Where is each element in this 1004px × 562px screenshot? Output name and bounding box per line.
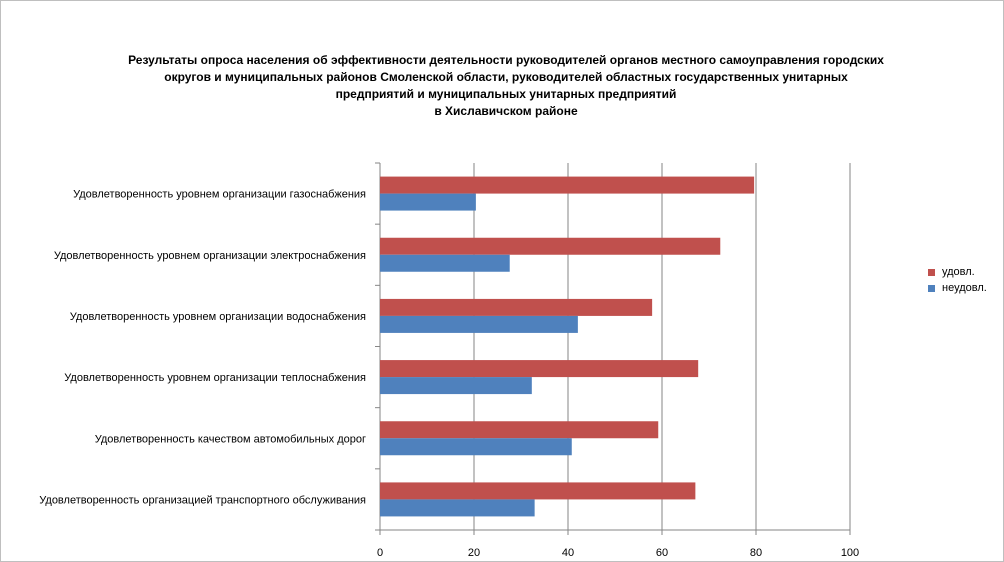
bar-neudovl-4 bbox=[380, 377, 532, 395]
x-tick-label-0: 0 bbox=[377, 547, 383, 559]
category-label-2: Удовлетворенность уровнем организации эл… bbox=[54, 250, 366, 262]
x-tick-label-80: 80 bbox=[750, 547, 762, 559]
category-label-5: Удовлетворенность качеством автомобильны… bbox=[95, 433, 366, 445]
legend: удовл. неудовл. bbox=[928, 264, 987, 296]
bar-udovl-5 bbox=[380, 421, 659, 439]
chart-title-line-1: Результаты опроса населения об эффективн… bbox=[128, 53, 884, 67]
category-label-4: Удовлетворенность уровнем организации те… bbox=[64, 372, 366, 384]
bar-udovl-3 bbox=[380, 298, 653, 316]
x-tick-label-20: 20 bbox=[468, 547, 480, 559]
chart-title-line-4: в Хиславичском районе bbox=[434, 104, 578, 118]
legend-label-2: неудовл. bbox=[942, 282, 987, 294]
legend-label-1: удовл. bbox=[942, 266, 975, 278]
x-tick-label-40: 40 bbox=[562, 547, 574, 559]
bar-udovl-6 bbox=[380, 482, 696, 500]
bar-neudovl-3 bbox=[380, 315, 578, 333]
legend-swatch-1 bbox=[928, 268, 935, 276]
legend-item-2: неудовл. bbox=[928, 280, 987, 296]
chart-title-line-2: округов и муниципальных районов Смоленск… bbox=[164, 70, 848, 84]
bar-neudovl-1 bbox=[380, 193, 476, 211]
legend-item-1: удовл. bbox=[928, 264, 987, 280]
bar-udovl-4 bbox=[380, 360, 699, 378]
x-tick-label-100: 100 bbox=[841, 547, 859, 559]
category-label-3: Удовлетворенность уровнем организации во… bbox=[70, 311, 366, 323]
category-label-6: Удовлетворенность организацией транспорт… bbox=[39, 494, 366, 506]
bar-neudovl-6 bbox=[380, 499, 535, 517]
x-tick-label-60: 60 bbox=[656, 547, 668, 559]
chart-title-line-3: предприятий и муниципальных унитарных пр… bbox=[335, 87, 677, 101]
bar-udovl-2 bbox=[380, 237, 721, 255]
category-label-1: Удовлетворенность уровнем организации га… bbox=[73, 189, 366, 201]
bar-neudovl-2 bbox=[380, 254, 510, 272]
chart-title: Результаты опроса населения об эффективн… bbox=[60, 52, 952, 120]
legend-swatch-2 bbox=[928, 284, 935, 292]
bar-neudovl-5 bbox=[380, 438, 572, 456]
bar-udovl-1 bbox=[380, 176, 755, 194]
